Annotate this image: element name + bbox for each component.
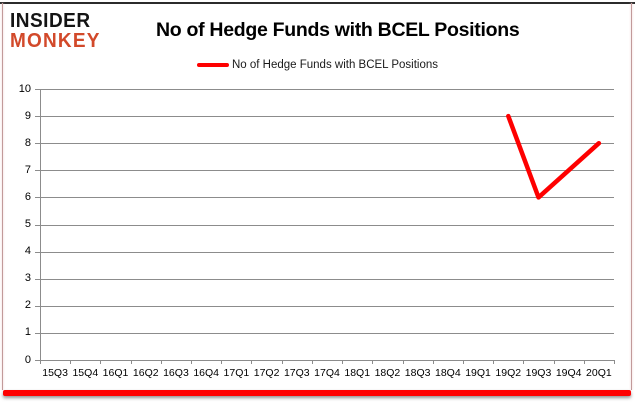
chart-title: No of Hedge Funds with BCEL Positions [156,19,520,41]
y-tick-label: 8 [24,136,31,149]
x-axis-tick [523,360,525,364]
x-tick-label: 18Q4 [434,367,461,379]
y-gridline [40,116,614,118]
insider-monkey-logo: INSIDER MONKEY [10,9,118,52]
x-tick-label: 19Q1 [465,367,491,379]
legend-line-swatch [196,63,229,67]
y-tick-label: 4 [24,245,31,258]
x-axis-tick [432,360,434,364]
x-axis-tick [493,360,495,364]
logo-monkey-text: MONKEY [10,29,101,52]
y-tick-label: 0 [24,353,31,366]
x-tick-label: 16Q3 [163,367,189,379]
frame-top-border [0,2,635,4]
y-tick-label: 10 [18,82,31,95]
x-axis-tick [281,360,283,364]
x-tick-label: 19Q4 [555,367,582,379]
x-axis-tick [614,360,615,364]
x-tick-label: 20Q1 [586,367,612,379]
x-tick-label: 17Q3 [283,367,310,379]
y-gridline [40,89,614,90]
x-axis-tick [402,360,404,364]
y-axis-tick [35,116,40,118]
y-tick-label: 3 [24,272,31,285]
x-tick-label: 16Q1 [102,367,129,379]
x-axis-tick [372,360,374,364]
x-tick-label: 16Q4 [193,367,219,379]
y-gridline [40,251,614,253]
y-tick-label: 2 [24,299,31,312]
y-axis-tick [35,197,40,199]
x-tick-label: 18Q1 [344,367,371,379]
series-line [506,113,602,200]
y-axis-tick [35,170,40,172]
x-tick-label: 19Q2 [495,367,522,379]
x-tick-label: 17Q4 [314,367,340,379]
x-tick-label: 17Q2 [253,367,280,379]
x-axis-tick [251,360,253,364]
y-tick-label: 6 [24,190,31,203]
x-axis-tick [100,360,102,364]
x-axis-tick [462,360,464,364]
y-axis-tick [35,360,40,361]
y-axis-tick [35,278,40,280]
x-tick-label: 17Q1 [223,367,250,379]
x-axis-tick [40,360,41,364]
y-gridline [40,332,614,334]
y-axis-tick [35,305,40,307]
bottom-red-bar [3,390,631,396]
y-tick-label: 7 [24,163,31,176]
y-gridline [40,170,614,172]
logo-insider-text: INSIDER [10,9,91,32]
y-gridline [40,278,614,280]
y-tick-label: 1 [24,326,31,339]
x-tick-label: 15Q4 [72,367,99,379]
x-axis-tick [191,360,193,364]
y-axis-tick [35,332,40,334]
y-axis-tick [35,251,40,253]
x-axis-tick [70,360,72,364]
y-gridline [40,197,614,199]
x-tick-label: 15Q3 [42,367,68,379]
y-axis-tick [35,89,40,90]
y-gridline [40,360,614,361]
frame-right-border [631,3,632,390]
x-tick-label: 16Q2 [132,367,159,379]
x-axis-tick [342,360,344,364]
y-tick-label: 5 [24,218,31,230]
x-axis-tick [160,360,162,364]
x-tick-label: 18Q2 [374,367,401,379]
legend: No of Hedge Funds with BCEL Positions [0,57,635,73]
y-axis-line [40,89,41,360]
x-tick-label: 18Q3 [404,367,431,379]
y-gridline [40,224,614,226]
y-tick-label: 9 [24,109,31,122]
y-gridline [40,143,614,145]
x-axis-tick [583,360,585,364]
x-axis-tick [130,360,132,364]
legend-label: No of Hedge Funds with BCEL Positions [231,59,439,71]
chart-header: INSIDER MONKEY No of Hedge Funds with BC… [10,9,625,52]
x-axis-tick [553,360,555,364]
y-axis-tick [35,143,40,145]
x-tick-label: 19Q3 [525,367,552,379]
data-line-series [506,113,602,200]
y-gridline [40,305,614,307]
x-axis-tick [311,360,313,364]
y-axis-tick [35,224,40,226]
x-axis-tick [221,360,223,364]
frame-left-border [2,3,3,390]
